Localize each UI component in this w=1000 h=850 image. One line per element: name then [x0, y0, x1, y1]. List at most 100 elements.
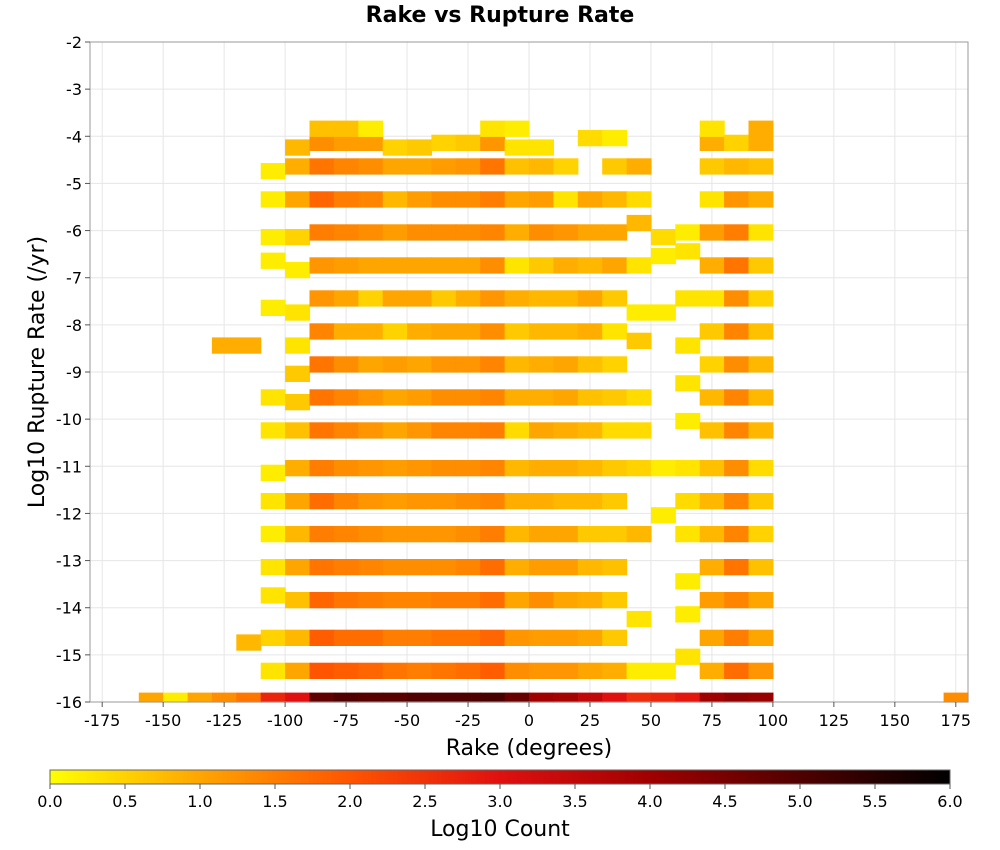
y-tick-label: -13: [56, 552, 82, 571]
heatmap-cell: [455, 422, 481, 439]
heatmap-cell: [699, 120, 725, 137]
heatmap-cell: [309, 323, 335, 340]
heatmap-cell: [333, 526, 359, 543]
heatmap-cell: [748, 290, 774, 307]
heatmap-cell: [553, 692, 579, 703]
heatmap-cell: [431, 526, 457, 543]
heatmap-cell: [407, 158, 433, 175]
heatmap-cell: [309, 592, 335, 609]
heatmap-cell: [748, 389, 774, 406]
x-tick-label: -75: [333, 711, 359, 730]
heatmap-cell: [431, 224, 457, 241]
y-tick-label: -12: [56, 504, 82, 523]
heatmap-cell: [285, 460, 311, 477]
chart-title: Rake vs Rupture Rate: [366, 3, 635, 28]
heatmap-cell: [309, 134, 335, 151]
heatmap-cell: [480, 191, 506, 208]
heatmap-cell: [309, 662, 335, 679]
heatmap-cell: [553, 389, 579, 406]
heatmap-cell: [602, 323, 628, 340]
heatmap-cell: [431, 257, 457, 274]
heatmap-cell: [455, 662, 481, 679]
heatmap-cell: [626, 304, 652, 321]
heatmap-cell: [699, 191, 725, 208]
heatmap-cell: [236, 634, 262, 651]
heatmap-cell: [675, 493, 701, 510]
y-tick-label: -3: [66, 80, 82, 99]
heatmap-cell: [748, 460, 774, 477]
heatmap-cell: [577, 356, 603, 373]
heatmap-cell: [529, 191, 554, 208]
x-tick-label: -25: [455, 711, 481, 730]
heatmap-cell: [529, 692, 554, 703]
heatmap-cell: [431, 389, 457, 406]
heatmap-cell: [626, 214, 652, 232]
heatmap-cell: [407, 139, 433, 156]
heatmap-cell: [163, 692, 189, 703]
heatmap-cell: [407, 422, 433, 439]
heatmap-cell: [358, 692, 384, 703]
heatmap-cell: [724, 629, 750, 646]
heatmap-cell: [748, 120, 774, 137]
heatmap-cell: [211, 692, 237, 703]
heatmap-cell: [675, 243, 701, 260]
y-tick-label: -8: [66, 316, 82, 335]
colorbar-tick-label: 1.0: [187, 792, 212, 811]
heatmap-cell: [699, 224, 725, 241]
colorbar-tick-label: 3.5: [562, 792, 587, 811]
heatmap-cell: [431, 592, 457, 609]
heatmap-cell: [285, 158, 311, 175]
x-axis-ticks: -175 -150 -125 -100 -75 -50 -25 0 25 50 75 100 125 15…: [84, 702, 971, 730]
heatmap-cell: [577, 290, 603, 307]
heatmap-cell: [577, 559, 603, 576]
heatmap-cell: [529, 662, 554, 679]
heatmap-cell: [529, 389, 554, 406]
heatmap-cell: [309, 257, 335, 274]
heatmap-cell: [724, 692, 750, 703]
heatmap-cell: [333, 120, 359, 137]
heatmap-cell: [748, 692, 774, 703]
heatmap-cell: [626, 422, 652, 439]
y-tick-label: -2: [66, 33, 82, 52]
heatmap-cell: [285, 629, 311, 646]
heatmap-cell: [309, 120, 335, 137]
heatmap-cell: [602, 356, 628, 373]
heatmap-cell: [285, 662, 311, 679]
heatmap-cell: [699, 460, 725, 477]
heatmap-cell: [358, 323, 384, 340]
heatmap-cell: [724, 662, 750, 679]
heatmap-cell: [675, 375, 701, 392]
heatmap-cell: [577, 257, 603, 274]
heatmap-cell: [309, 158, 335, 175]
heatmap-cell: [553, 356, 579, 373]
heatmap-cell: [480, 493, 506, 510]
x-axis-label: Rake (degrees): [446, 736, 613, 761]
heatmap-cell: [748, 356, 774, 373]
heatmap-cell: [724, 323, 750, 340]
heatmap-cell: [260, 422, 286, 439]
heatmap-cell: [699, 592, 725, 609]
heatmap-cell: [407, 692, 433, 703]
heatmap-cell: [553, 493, 579, 510]
heatmap-cell: [333, 290, 359, 307]
heatmap-cell: [285, 191, 311, 208]
heatmap-cell: [333, 460, 359, 477]
y-tick-label: -11: [56, 457, 82, 476]
heatmap-cell: [699, 526, 725, 543]
heatmap-cell: [748, 422, 774, 439]
heatmap-cell: [529, 356, 554, 373]
heatmap-cell: [602, 692, 628, 703]
heatmap-cell: [675, 573, 701, 590]
colorbar-tick-label: 3.0: [487, 792, 512, 811]
heatmap-cell: [699, 323, 725, 340]
heatmap-cell: [358, 191, 384, 208]
heatmap-cell: [480, 323, 506, 340]
heatmap-cell: [260, 629, 286, 646]
heatmap-cell: [358, 629, 384, 646]
x-tick-label: -175: [84, 711, 120, 730]
heatmap-cell: [285, 365, 311, 382]
heatmap-cell: [358, 422, 384, 439]
heatmap-cell: [285, 139, 311, 156]
heatmap-cell: [309, 389, 335, 406]
